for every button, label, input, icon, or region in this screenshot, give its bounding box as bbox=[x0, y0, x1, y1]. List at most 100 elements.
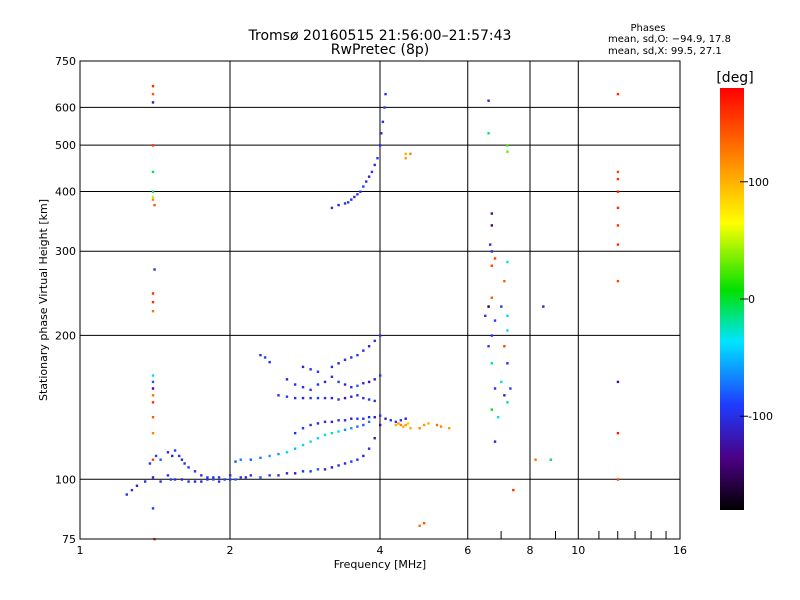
data-point bbox=[356, 193, 359, 196]
data-point bbox=[490, 224, 494, 227]
data-point bbox=[263, 356, 267, 359]
data-point bbox=[397, 422, 400, 425]
data-point bbox=[362, 454, 365, 458]
data-point bbox=[616, 190, 620, 193]
data-point bbox=[268, 474, 271, 477]
data-point bbox=[330, 375, 334, 378]
data-point bbox=[239, 476, 242, 479]
data-point bbox=[148, 462, 152, 465]
data-point bbox=[409, 427, 412, 430]
x-tick-label: 6 bbox=[464, 544, 471, 557]
data-point bbox=[330, 365, 334, 369]
data-point bbox=[506, 150, 509, 153]
data-point bbox=[506, 260, 509, 264]
data-point bbox=[362, 349, 365, 352]
data-point bbox=[151, 415, 155, 419]
data-point bbox=[500, 305, 503, 308]
data-point bbox=[285, 472, 289, 475]
data-point bbox=[285, 378, 289, 381]
data-point bbox=[169, 478, 173, 481]
data-point bbox=[490, 408, 494, 411]
data-point bbox=[362, 382, 365, 385]
data-point bbox=[135, 484, 139, 488]
data-point bbox=[356, 394, 359, 397]
data-point bbox=[337, 419, 340, 422]
data-point bbox=[151, 170, 155, 174]
data-point bbox=[180, 458, 184, 461]
data-point bbox=[383, 106, 386, 109]
phases-box-line-o: mean, sd,O: −94.9, 17.8 bbox=[608, 34, 731, 45]
data-point bbox=[301, 385, 305, 389]
data-point bbox=[166, 451, 170, 454]
grid-lines bbox=[80, 61, 680, 539]
data-point bbox=[399, 423, 403, 427]
y-tick-label: 200 bbox=[55, 329, 76, 342]
data-point bbox=[301, 427, 305, 430]
data-point bbox=[125, 493, 128, 496]
data-point bbox=[379, 334, 382, 337]
data-point bbox=[293, 447, 297, 450]
y-tick-label: 75 bbox=[62, 533, 76, 546]
data-point bbox=[268, 454, 271, 458]
data-point bbox=[323, 468, 327, 471]
data-point bbox=[346, 201, 350, 204]
data-point bbox=[268, 360, 271, 364]
data-point bbox=[234, 460, 237, 463]
data-point bbox=[177, 454, 181, 458]
data-point bbox=[389, 419, 392, 422]
data-point bbox=[493, 387, 497, 390]
data-point bbox=[404, 417, 407, 420]
data-point bbox=[285, 451, 289, 454]
data-point bbox=[277, 452, 280, 456]
colorbar-tick-label: 100 bbox=[748, 176, 769, 189]
data-point bbox=[356, 353, 359, 357]
data-point bbox=[309, 396, 312, 400]
data-point bbox=[309, 470, 312, 473]
data-point bbox=[493, 319, 497, 322]
data-point bbox=[616, 170, 620, 174]
data-point bbox=[229, 474, 232, 477]
data-point bbox=[367, 398, 371, 401]
data-point bbox=[427, 422, 430, 425]
data-point bbox=[151, 374, 155, 377]
data-point bbox=[549, 458, 553, 461]
data-point bbox=[404, 157, 407, 160]
data-point bbox=[183, 462, 186, 465]
colorbar-tick-label: -100 bbox=[748, 410, 773, 423]
data-point bbox=[151, 92, 155, 96]
data-point bbox=[151, 195, 155, 199]
data-point bbox=[151, 394, 155, 397]
data-point bbox=[616, 380, 620, 384]
colorbar-tick-label: 0 bbox=[748, 293, 755, 306]
data-point bbox=[217, 476, 221, 479]
data-point bbox=[249, 458, 253, 461]
data-point bbox=[350, 427, 353, 430]
data-point bbox=[212, 478, 215, 481]
data-point bbox=[249, 474, 253, 477]
data-point bbox=[323, 420, 327, 424]
data-point bbox=[151, 380, 155, 384]
data-point bbox=[506, 314, 509, 318]
data-point bbox=[406, 422, 410, 425]
data-point bbox=[301, 443, 305, 447]
y-tick-label: 400 bbox=[55, 185, 76, 198]
data-point bbox=[373, 415, 376, 419]
phases-box-title: Phases bbox=[630, 23, 665, 34]
data-point bbox=[343, 428, 347, 432]
data-point bbox=[151, 476, 155, 479]
data-point bbox=[350, 198, 353, 201]
data-point bbox=[151, 401, 155, 404]
data-point bbox=[212, 476, 215, 479]
data-point bbox=[159, 458, 162, 461]
data-point bbox=[394, 423, 398, 427]
data-point bbox=[506, 144, 509, 147]
chart-title: Tromsø 20160515 21:56:00–21:57:43 bbox=[248, 28, 512, 44]
data-point bbox=[399, 419, 403, 422]
data-point bbox=[151, 458, 155, 461]
x-tick-label: 2 bbox=[227, 544, 234, 557]
y-tick-label: 300 bbox=[55, 245, 76, 258]
data-point bbox=[151, 507, 155, 510]
data-point bbox=[151, 84, 155, 88]
data-point bbox=[343, 396, 347, 400]
